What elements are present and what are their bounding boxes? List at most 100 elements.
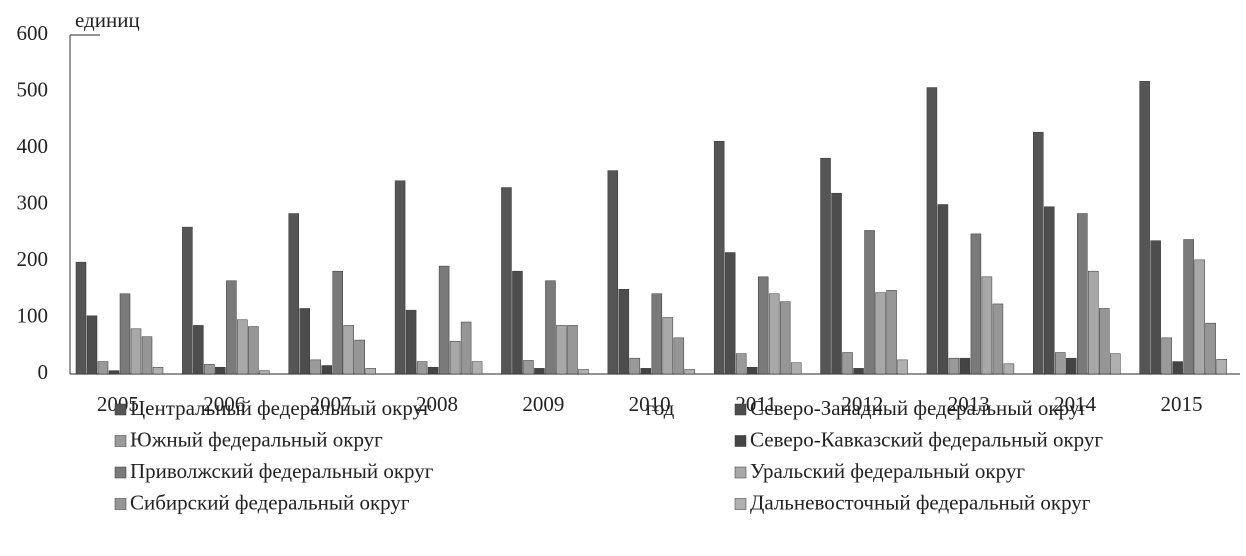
y-tick-label: 0 — [38, 360, 49, 384]
bar — [365, 368, 376, 375]
bar — [97, 361, 109, 375]
bar — [405, 309, 417, 375]
bar — [1183, 239, 1194, 375]
y-tick-label: 300 — [17, 190, 49, 214]
bar — [310, 359, 321, 375]
bar — [1044, 206, 1055, 375]
bar — [193, 325, 204, 375]
bar — [288, 213, 299, 375]
x-axis-label: год — [646, 396, 675, 420]
bar — [248, 326, 259, 375]
bar — [735, 353, 747, 375]
legend-label: Северо-Кавказский федеральный округ — [750, 427, 1103, 451]
bar — [992, 303, 1004, 375]
bar — [460, 321, 472, 375]
bar — [438, 265, 450, 375]
bar — [926, 87, 938, 375]
legend-label: Дальневосточный федеральный округ — [750, 490, 1091, 514]
bar — [937, 204, 949, 375]
bar — [959, 357, 971, 375]
bar — [321, 365, 332, 375]
bar — [299, 308, 310, 375]
bar — [394, 180, 406, 375]
bar — [1194, 259, 1205, 375]
bar — [820, 157, 831, 375]
bar — [779, 301, 791, 375]
bar — [970, 233, 982, 375]
bar — [119, 293, 131, 375]
legend-label: Уральский федеральный округ — [750, 459, 1025, 483]
bar — [332, 270, 343, 375]
legend-label: Северо-Западный федеральный округ — [750, 396, 1088, 420]
bar — [1077, 213, 1088, 375]
bar — [237, 319, 248, 375]
bar — [864, 230, 875, 375]
bar — [607, 170, 619, 375]
bar — [226, 280, 237, 375]
y-tick-label: 100 — [17, 303, 49, 327]
bar — [713, 140, 725, 375]
x-tick-label: 2009 — [522, 392, 564, 416]
bar — [684, 369, 696, 375]
bar — [141, 336, 153, 375]
legend-swatch — [114, 435, 127, 447]
bar — [1110, 353, 1121, 375]
bar — [1161, 337, 1172, 375]
bar — [757, 276, 769, 375]
bar — [75, 261, 87, 375]
bar — [853, 368, 864, 375]
bar — [471, 361, 483, 375]
x-tick-label: 2013 — [948, 392, 990, 416]
bar — [130, 328, 142, 375]
bar — [1055, 352, 1066, 375]
x-tick-label: 2012 — [841, 392, 883, 416]
bar — [897, 359, 908, 375]
bar — [1139, 81, 1150, 375]
legend-label: Приволжский федеральный округ — [130, 459, 434, 483]
bar — [981, 276, 993, 375]
bar — [746, 366, 758, 375]
legend-label: Центральный федеральный округ — [130, 396, 432, 420]
bar — [578, 369, 589, 375]
bar — [618, 289, 630, 375]
y-tick-label: 200 — [17, 247, 49, 271]
legend-swatch — [114, 403, 127, 416]
bar — [1172, 361, 1183, 375]
bar — [768, 293, 780, 375]
bar — [449, 340, 461, 375]
y-tick-label: 500 — [17, 77, 49, 101]
bar — [416, 361, 428, 375]
bar — [343, 325, 354, 375]
x-tick-label: 2006 — [203, 392, 245, 416]
bar — [831, 192, 842, 375]
legend-swatch — [734, 403, 747, 416]
bar — [875, 292, 886, 375]
bar — [1003, 363, 1015, 375]
bar — [215, 366, 226, 375]
bar — [534, 368, 545, 375]
bar — [556, 325, 567, 375]
bar — [259, 370, 270, 375]
legend-label: Сибирский федеральный округ — [130, 490, 410, 514]
y-axis-label: единиц — [75, 8, 140, 32]
bar — [204, 364, 215, 375]
bar — [1088, 270, 1099, 375]
bar — [512, 270, 523, 375]
bar — [673, 337, 685, 375]
bar — [523, 360, 534, 375]
legend-swatch — [734, 466, 747, 479]
bar — [501, 187, 512, 375]
x-tick-label: 2014 — [1054, 392, 1097, 416]
x-tick-label: 2010 — [629, 392, 671, 416]
bar — [86, 315, 98, 375]
bar — [152, 366, 164, 375]
legend-swatch — [114, 466, 127, 479]
bar — [640, 368, 652, 375]
bar — [662, 317, 674, 375]
bar — [545, 280, 556, 375]
bar — [629, 357, 641, 375]
legend-swatch — [734, 435, 747, 447]
bar — [1099, 308, 1110, 375]
x-tick-label: 2015 — [1161, 392, 1203, 416]
y-tick-label: 600 — [17, 21, 49, 45]
